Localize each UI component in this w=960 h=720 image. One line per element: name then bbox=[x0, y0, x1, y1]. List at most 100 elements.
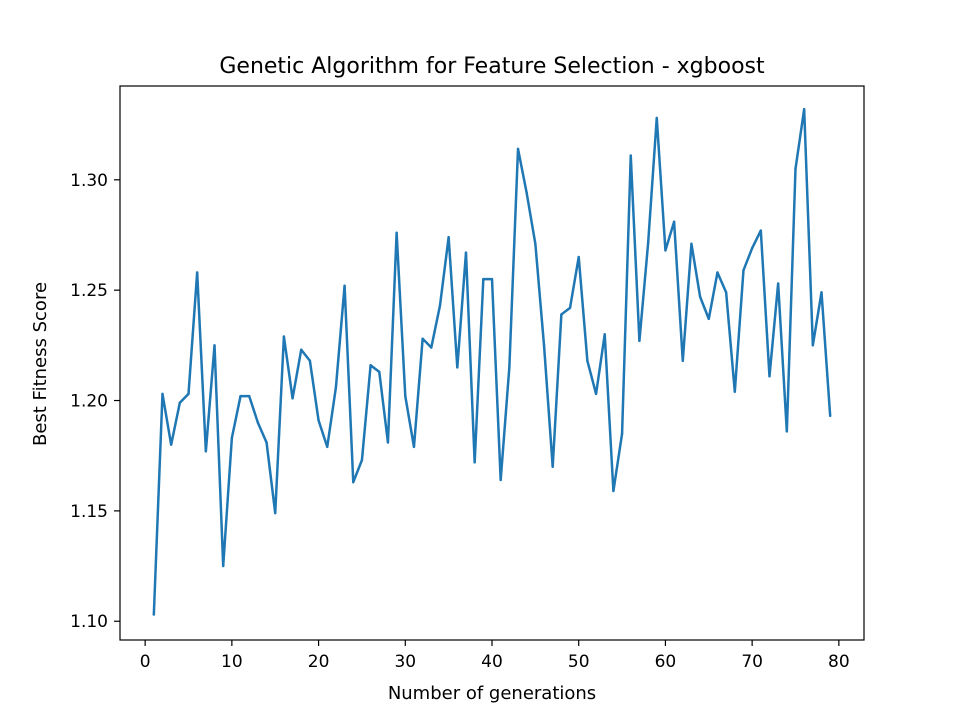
data-point bbox=[534, 242, 537, 246]
data-point bbox=[707, 317, 710, 321]
data-point bbox=[343, 284, 346, 287]
data-point bbox=[577, 255, 580, 259]
data-point bbox=[308, 359, 312, 362]
data-point bbox=[326, 445, 329, 449]
data-point bbox=[230, 436, 234, 440]
x-axis-label: Number of generations bbox=[388, 683, 596, 704]
data-point bbox=[603, 333, 606, 336]
y-tick-label: 1.20 bbox=[70, 392, 108, 412]
data-point bbox=[664, 249, 667, 252]
data-point bbox=[447, 235, 450, 239]
data-point bbox=[300, 348, 303, 351]
x-tick-label: 20 bbox=[308, 652, 330, 672]
data-point bbox=[248, 394, 251, 398]
data-point bbox=[482, 277, 485, 281]
data-point bbox=[317, 419, 320, 422]
data-point bbox=[620, 432, 624, 435]
data-point bbox=[828, 414, 832, 418]
data-point bbox=[542, 344, 546, 347]
y-axis-label: Best Fitness Score bbox=[30, 282, 51, 446]
x-tick-label: 0 bbox=[140, 652, 151, 672]
y-tick-label: 1.10 bbox=[70, 612, 108, 632]
data-point bbox=[508, 366, 511, 369]
data-point bbox=[768, 375, 771, 378]
series-line bbox=[152, 107, 832, 615]
data-point bbox=[456, 366, 459, 369]
data-point bbox=[560, 313, 563, 316]
y-tick-label: 1.25 bbox=[70, 281, 108, 301]
data-point bbox=[360, 458, 364, 462]
data-point bbox=[811, 344, 815, 347]
data-point bbox=[386, 441, 390, 444]
y-axis: 1.10 1.15 1.20 1.25 1.30 bbox=[70, 171, 120, 632]
data-point bbox=[568, 306, 572, 310]
data-point bbox=[438, 304, 442, 307]
data-point bbox=[525, 191, 528, 195]
data-point bbox=[551, 465, 554, 468]
data-point bbox=[750, 247, 754, 250]
data-point bbox=[594, 392, 598, 396]
data-point bbox=[395, 231, 398, 234]
data-point bbox=[638, 339, 641, 343]
data-point bbox=[161, 392, 164, 396]
data-point bbox=[404, 394, 407, 398]
data-point bbox=[169, 443, 173, 446]
data-point bbox=[239, 394, 242, 398]
x-tick-label: 50 bbox=[568, 652, 590, 672]
data-point bbox=[690, 242, 693, 246]
data-point bbox=[178, 401, 182, 404]
data-point bbox=[334, 386, 338, 389]
data-point bbox=[378, 370, 381, 374]
data-point bbox=[291, 397, 294, 400]
data-point bbox=[820, 291, 823, 294]
x-tick-label: 10 bbox=[221, 652, 243, 672]
data-point bbox=[724, 291, 728, 294]
data-point bbox=[274, 511, 277, 515]
data-point bbox=[629, 154, 632, 157]
x-tick-label: 80 bbox=[828, 652, 850, 672]
x-axis: 0 10 20 30 40 50 60 70 80 bbox=[140, 640, 850, 672]
data-point bbox=[716, 271, 719, 274]
data-point bbox=[421, 337, 424, 340]
data-point bbox=[516, 147, 520, 151]
data-point bbox=[776, 282, 780, 285]
data-point bbox=[213, 344, 216, 347]
data-point bbox=[282, 335, 286, 338]
data-point bbox=[759, 229, 763, 232]
data-point bbox=[265, 441, 268, 444]
data-point bbox=[221, 564, 225, 568]
x-tick-label: 30 bbox=[394, 652, 416, 672]
data-point bbox=[672, 220, 676, 223]
x-tick-label: 40 bbox=[481, 652, 503, 672]
plot-area-frame bbox=[119, 85, 865, 641]
data-point bbox=[464, 251, 468, 254]
data-point bbox=[646, 242, 650, 246]
x-tick-label: 70 bbox=[741, 652, 763, 672]
y-tick-label: 1.30 bbox=[70, 171, 108, 191]
data-point bbox=[802, 107, 806, 111]
data-point bbox=[586, 359, 589, 362]
data-point bbox=[256, 421, 260, 424]
data-point bbox=[698, 295, 702, 298]
data-point bbox=[352, 480, 355, 484]
data-point bbox=[490, 277, 494, 281]
data-point bbox=[369, 364, 372, 367]
data-point bbox=[473, 461, 476, 464]
data-point bbox=[785, 430, 789, 433]
data-point bbox=[655, 116, 658, 120]
x-tick-label: 60 bbox=[655, 652, 677, 672]
data-points bbox=[152, 107, 832, 616]
y-tick-label: 1.15 bbox=[70, 502, 108, 522]
data-point bbox=[499, 478, 502, 482]
data-point bbox=[430, 346, 433, 349]
data-point bbox=[742, 269, 745, 272]
data-point bbox=[204, 450, 208, 453]
data-point bbox=[187, 392, 190, 396]
data-point bbox=[152, 613, 156, 616]
data-point bbox=[681, 359, 684, 362]
data-point bbox=[733, 390, 736, 393]
data-point bbox=[195, 271, 199, 274]
data-point bbox=[794, 167, 797, 170]
data-point bbox=[412, 445, 416, 449]
